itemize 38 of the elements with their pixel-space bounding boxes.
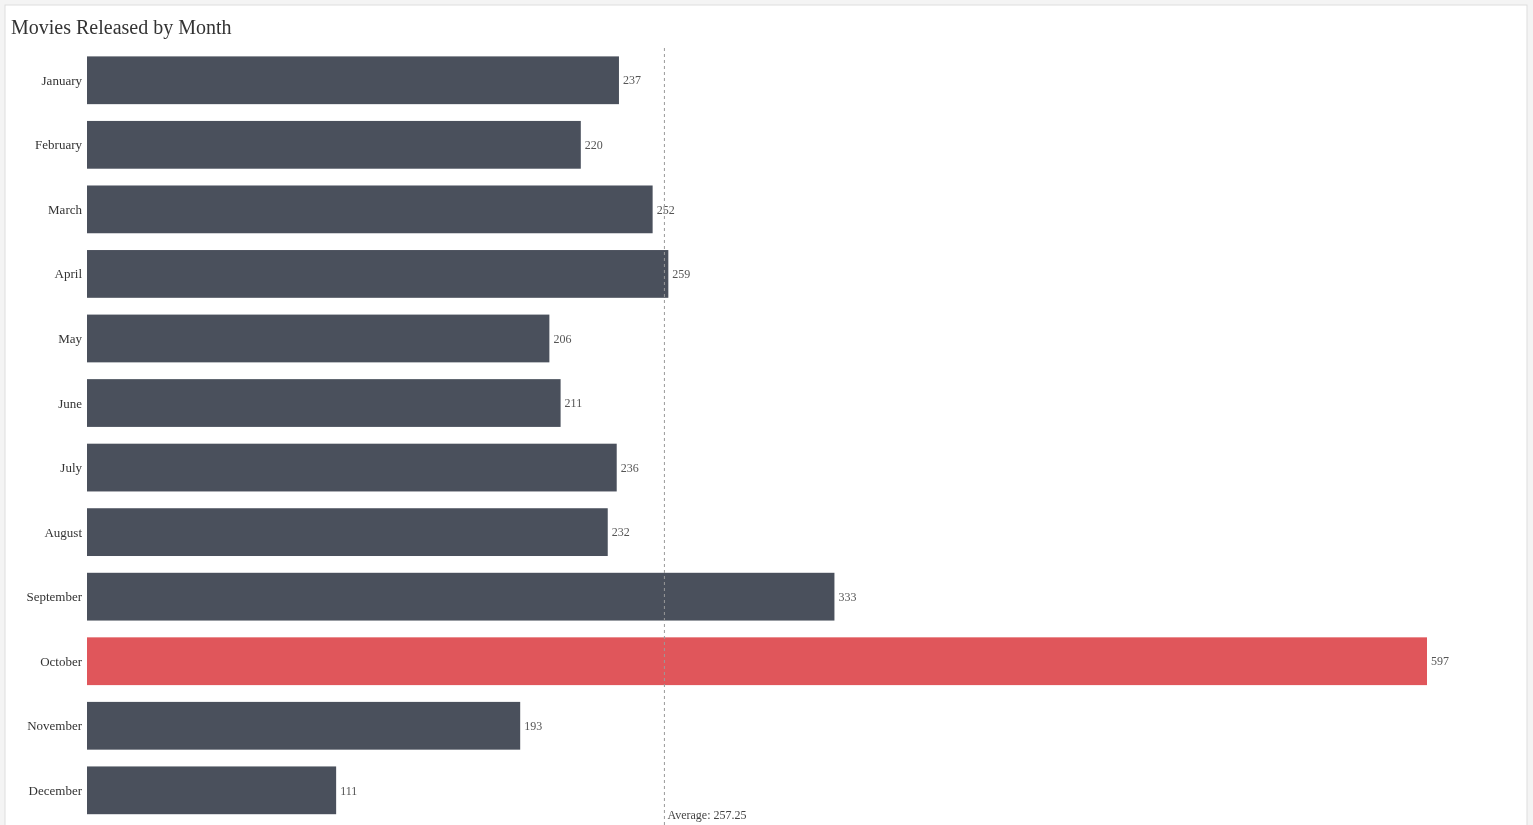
y-tick-label: July <box>60 460 83 476</box>
data-label: 236 <box>620 460 639 475</box>
chart-title: Movies Released by Month <box>11 16 232 39</box>
y-tick-label: September <box>26 589 83 605</box>
bar <box>87 314 550 363</box>
y-tick-label: May <box>58 331 83 347</box>
y-tick-label: October <box>40 653 83 669</box>
data-label: 333 <box>838 589 857 604</box>
bar <box>87 185 653 234</box>
bar <box>87 56 619 105</box>
data-label: 193 <box>524 718 543 733</box>
y-tick-label: December <box>28 782 83 798</box>
y-tick-label: April <box>54 266 83 282</box>
bar <box>87 443 617 492</box>
bar <box>87 120 581 169</box>
bar <box>87 250 669 298</box>
y-tick-label: March <box>48 201 83 217</box>
data-label: 259 <box>672 267 691 282</box>
data-label: 237 <box>622 73 641 88</box>
bar <box>87 572 835 621</box>
data-label: 597 <box>1431 654 1449 669</box>
y-tick-label: November <box>27 718 83 734</box>
data-label: 111 <box>340 783 358 798</box>
y-tick-label: June <box>58 395 83 411</box>
y-tick-label: August <box>44 524 83 540</box>
ref-line-label: Average: 257.25 <box>667 808 747 822</box>
data-label: 211 <box>564 396 583 411</box>
bar <box>87 379 561 427</box>
bar <box>87 701 521 750</box>
data-label: 220 <box>584 138 603 153</box>
y-tick-label: January <box>41 72 83 88</box>
bar <box>87 637 1427 686</box>
data-label: 206 <box>553 331 572 346</box>
data-label: 252 <box>656 202 675 217</box>
bar <box>87 766 337 815</box>
data-label: 232 <box>611 525 630 540</box>
bar <box>87 508 608 557</box>
y-tick-label: February <box>35 137 83 153</box>
